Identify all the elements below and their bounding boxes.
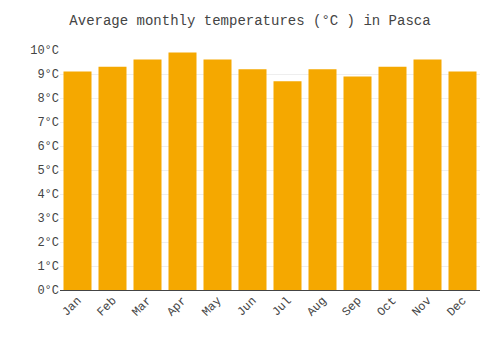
svg-text:Dec: Dec (444, 294, 469, 319)
svg-text:Jun: Jun (234, 294, 259, 319)
svg-text:9°C: 9°C (37, 68, 59, 82)
svg-text:Nov: Nov (409, 294, 434, 319)
svg-text:0°C: 0°C (37, 284, 59, 298)
svg-text:2°C: 2°C (37, 236, 59, 250)
svg-text:1°C: 1°C (37, 260, 59, 274)
svg-text:Jan: Jan (59, 294, 84, 319)
svg-text:Sep: Sep (339, 294, 364, 319)
svg-text:7°C: 7°C (37, 116, 59, 130)
svg-text:10°C: 10°C (30, 44, 59, 58)
svg-text:Apr: Apr (164, 294, 189, 319)
svg-text:Feb: Feb (94, 294, 119, 319)
svg-text:May: May (199, 294, 224, 319)
svg-text:4°C: 4°C (37, 188, 59, 202)
svg-text:Aug: Aug (304, 294, 329, 319)
svg-text:Oct: Oct (374, 294, 399, 319)
svg-text:8°C: 8°C (37, 92, 59, 106)
svg-text:6°C: 6°C (37, 140, 59, 154)
svg-text:Jul: Jul (269, 294, 294, 319)
svg-text:5°C: 5°C (37, 164, 59, 178)
svg-text:3°C: 3°C (37, 212, 59, 226)
svg-text:Mar: Mar (129, 294, 154, 319)
svg-text:Average monthly temperatures (: Average monthly temperatures (°C ) in Pa… (69, 13, 430, 29)
